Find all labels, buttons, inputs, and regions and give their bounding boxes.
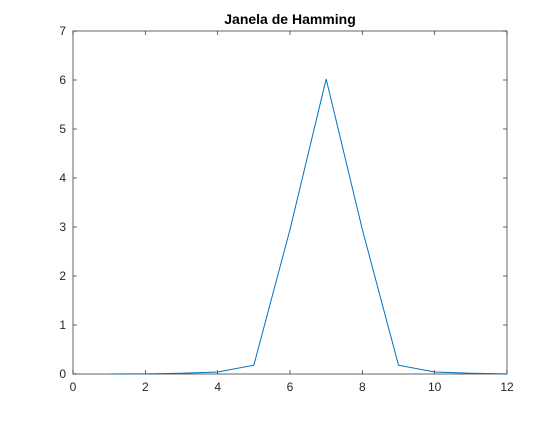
y-tick-label: 2 <box>59 269 66 283</box>
y-tick-label: 0 <box>59 367 66 381</box>
chart-title: Janela de Hamming <box>224 11 356 27</box>
x-tick-label: 12 <box>500 380 514 394</box>
series-line-tail <box>471 373 507 374</box>
x-tick-label: 4 <box>214 380 221 394</box>
x-tick-label: 6 <box>287 380 294 394</box>
y-tick-label: 3 <box>59 220 66 234</box>
x-tick-label: 2 <box>142 380 149 394</box>
x-tick-label: 8 <box>359 380 366 394</box>
y-tick-label: 6 <box>59 73 66 87</box>
y-tick-label: 5 <box>59 122 66 136</box>
y-tick-label: 7 <box>59 24 66 38</box>
y-tick-label: 1 <box>59 318 66 332</box>
x-tick-label: 0 <box>70 380 77 394</box>
y-tick-label: 4 <box>59 171 66 185</box>
x-tick-label: 10 <box>428 380 442 394</box>
plot-area <box>73 31 507 374</box>
